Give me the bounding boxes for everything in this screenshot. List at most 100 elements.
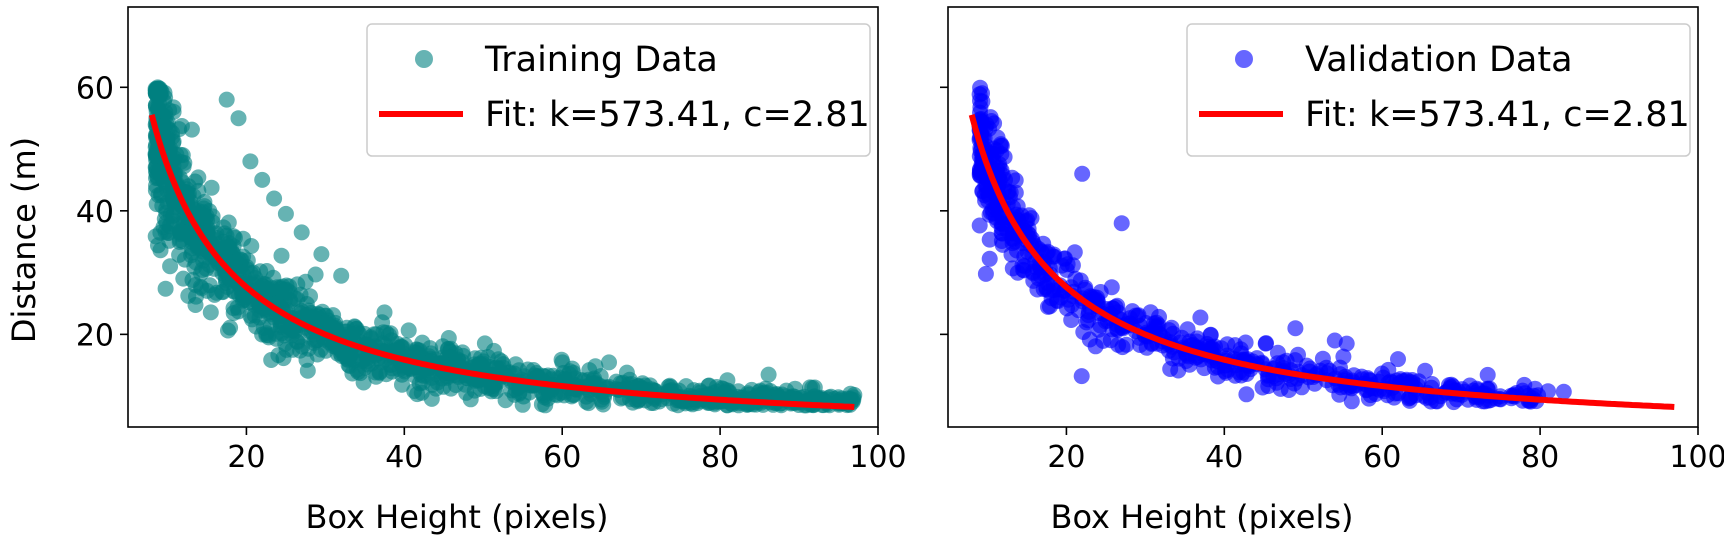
scatter-point bbox=[157, 280, 174, 297]
scatter-point bbox=[981, 250, 998, 267]
scatter-point bbox=[173, 118, 190, 134]
scatter-point bbox=[1008, 242, 1025, 259]
scatter-point bbox=[175, 270, 192, 287]
scatter-point bbox=[972, 164, 989, 181]
scatter-point bbox=[1331, 386, 1348, 403]
legend-scatter-label: Training Data bbox=[484, 40, 718, 80]
legend-scatter-marker bbox=[1235, 50, 1253, 68]
scatter-point bbox=[466, 356, 483, 373]
scatter-point bbox=[1338, 335, 1355, 352]
scatter-point bbox=[266, 190, 283, 207]
x-tick-label: 80 bbox=[701, 440, 739, 475]
scatter-point bbox=[225, 300, 242, 317]
scatter-point bbox=[581, 362, 598, 379]
scatter-point bbox=[202, 304, 219, 321]
scatter-point bbox=[1227, 337, 1244, 354]
legend-box bbox=[366, 23, 871, 157]
scatter-point bbox=[537, 397, 554, 414]
scatter-point bbox=[1293, 379, 1310, 396]
scatter-point bbox=[299, 362, 316, 379]
scatter-point bbox=[1479, 366, 1496, 383]
scatter-point bbox=[1540, 383, 1556, 400]
scatter-point bbox=[1056, 250, 1073, 267]
scatter-point bbox=[418, 367, 435, 384]
scatter-point bbox=[1077, 279, 1094, 296]
x-tick-label: 40 bbox=[385, 440, 423, 475]
scatter-point bbox=[382, 325, 399, 342]
scatter-point bbox=[1287, 320, 1304, 337]
scatter-point bbox=[174, 147, 191, 164]
scatter-point bbox=[1103, 279, 1120, 296]
scatter-point bbox=[760, 366, 777, 383]
scatter-point bbox=[187, 297, 204, 313]
scatter-point bbox=[313, 246, 330, 263]
scatter-point bbox=[774, 386, 791, 403]
y-axis-label: Distance (m) bbox=[5, 137, 43, 343]
scatter-point bbox=[440, 341, 457, 358]
scatter-point bbox=[147, 228, 164, 245]
scatter-point bbox=[1238, 386, 1255, 403]
scatter-point bbox=[414, 334, 431, 351]
scatter-point bbox=[1039, 275, 1056, 292]
scatter-point bbox=[275, 350, 292, 367]
scatter-point bbox=[981, 231, 998, 248]
x-axis-label: Box Height (pixels) bbox=[306, 498, 609, 536]
axes-frame bbox=[947, 6, 1699, 428]
x-tick-label: 100 bbox=[849, 440, 906, 475]
scatter-point bbox=[980, 192, 997, 209]
scatter-point bbox=[787, 380, 804, 397]
scatter-point bbox=[161, 122, 178, 138]
scatter-point bbox=[176, 251, 193, 268]
legend: Training Data Fit: k=573.41, c=2.81 bbox=[366, 23, 871, 157]
training-panel: Distance (m) Box Height (pixels) 20 40 60 8… bbox=[5, 6, 907, 536]
scatter-point bbox=[994, 236, 1011, 253]
scatter-point bbox=[221, 235, 238, 252]
scatter-point bbox=[396, 361, 413, 378]
legend-fit-label: Fit: k=573.41, c=2.81 bbox=[485, 95, 870, 135]
scatter-point bbox=[263, 280, 280, 297]
scatter-point bbox=[806, 379, 823, 396]
scatter-point bbox=[601, 354, 617, 371]
scatter-point bbox=[230, 110, 247, 127]
legend-box bbox=[1186, 23, 1691, 157]
scatter-point bbox=[293, 224, 310, 241]
scatter-point bbox=[1555, 383, 1572, 400]
validation-panel: Box Height (pixels) 20 40 60 80 100 Validatio… bbox=[940, 6, 1724, 536]
scatter-point bbox=[1074, 165, 1091, 182]
scatter-point bbox=[1073, 368, 1090, 385]
scatter-point bbox=[466, 382, 483, 399]
scatter-point bbox=[273, 247, 290, 264]
scatter-point bbox=[971, 217, 988, 234]
scatter-point bbox=[242, 265, 259, 282]
x-tick-label: 60 bbox=[1363, 440, 1401, 475]
scatter-point bbox=[435, 378, 452, 395]
scatter-point bbox=[755, 385, 772, 402]
scatter-point bbox=[254, 171, 271, 188]
scatter-point bbox=[993, 137, 1010, 154]
scatter-point bbox=[203, 179, 220, 196]
scatter-point bbox=[993, 225, 1010, 241]
scatter-point bbox=[196, 198, 213, 215]
scatter-point bbox=[152, 242, 169, 259]
scatter-point bbox=[1280, 382, 1297, 398]
scatter-point bbox=[149, 88, 166, 105]
scatter-point bbox=[1170, 362, 1187, 379]
scatter-point bbox=[1179, 321, 1196, 338]
x-tick-label: 100 bbox=[1669, 440, 1724, 475]
scatter-point bbox=[167, 198, 184, 215]
x-tick-label: 20 bbox=[227, 440, 265, 475]
scatter-point bbox=[986, 115, 1003, 132]
x-tick-label: 80 bbox=[1521, 440, 1559, 475]
scatter-point bbox=[1257, 335, 1274, 352]
scatter-point bbox=[183, 231, 200, 248]
scatter-point bbox=[486, 381, 503, 397]
scatter-point bbox=[277, 205, 294, 222]
scatter-point bbox=[218, 91, 235, 108]
scatter-point bbox=[220, 322, 236, 339]
scatter-point bbox=[236, 289, 253, 306]
scatter-point bbox=[1192, 309, 1209, 326]
scatter-point bbox=[302, 288, 318, 305]
scatter-point bbox=[985, 205, 1002, 222]
scatter-point bbox=[220, 214, 237, 231]
